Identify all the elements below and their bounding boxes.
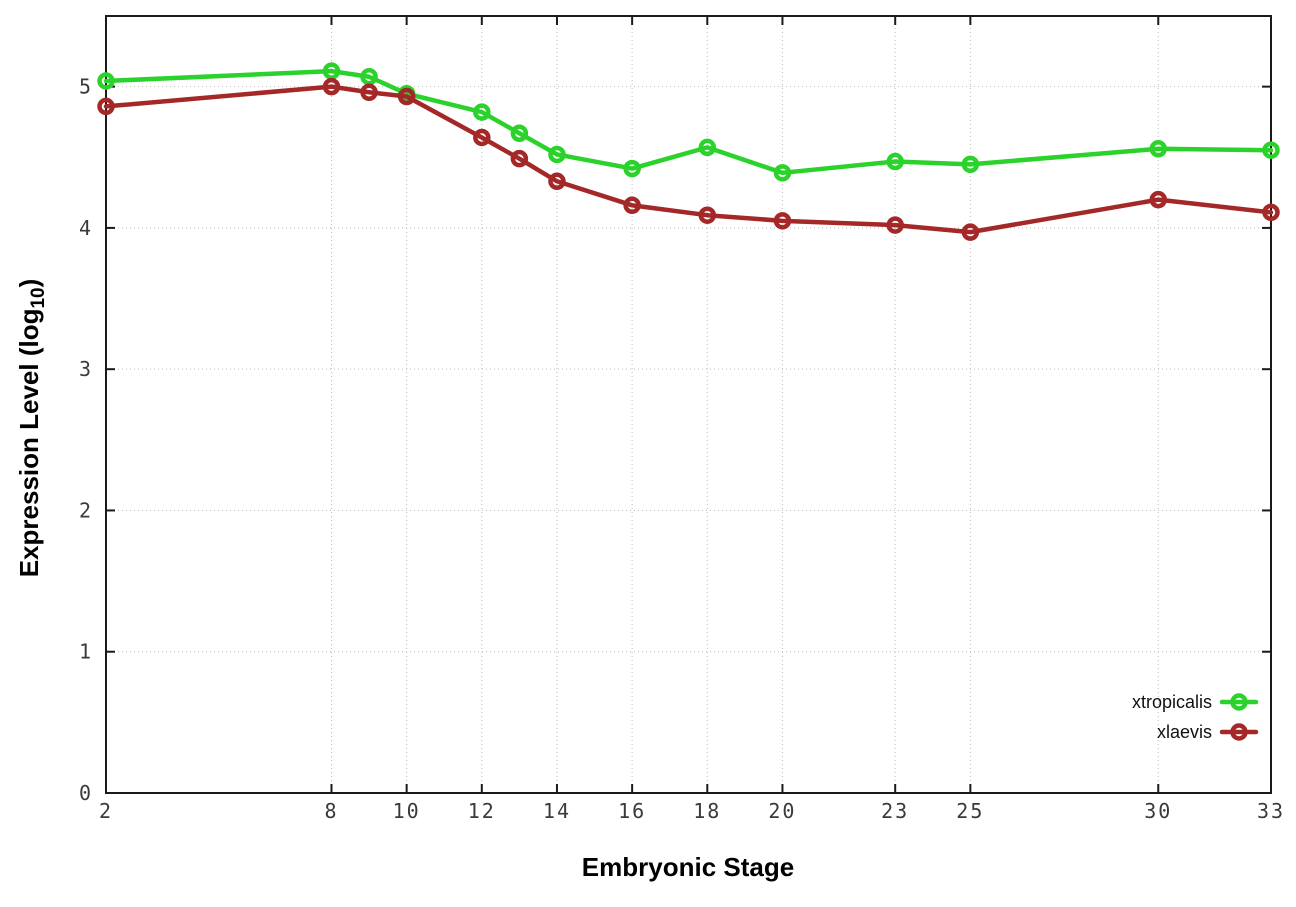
data-point-xlaevis <box>1149 190 1168 209</box>
x-tick-label: 10 <box>393 799 421 823</box>
data-point-xlaevis <box>97 97 115 116</box>
legend-marker-xlaevis <box>1230 723 1248 741</box>
data-point-xlaevis <box>698 206 717 224</box>
data-point-xlaevis <box>510 149 529 168</box>
data-point-xlaevis <box>360 83 378 102</box>
y-axis-title-subscript: 10 <box>28 287 49 308</box>
y-tick-label: 3 <box>79 357 93 381</box>
y-axis-title-main: Expression Level (log <box>14 309 44 578</box>
y-tick-label: 5 <box>79 75 93 99</box>
data-point-xtropicalis <box>1149 140 1168 158</box>
y-axis-title-end: ) <box>14 279 44 288</box>
x-tick-label: 25 <box>956 799 984 823</box>
y-tick-label: 0 <box>79 781 93 805</box>
data-point-xtropicalis <box>1262 141 1280 159</box>
data-point-xlaevis <box>473 128 491 147</box>
x-tick-label: 16 <box>618 799 646 823</box>
data-point-xtropicalis <box>360 67 378 86</box>
x-tick-label: 23 <box>881 799 909 823</box>
data-point-xlaevis <box>322 77 341 96</box>
y-tick-label: 1 <box>79 640 93 664</box>
y-axis-title: Expression Level (log10) <box>14 279 49 578</box>
x-tick-label: 33 <box>1257 799 1285 823</box>
data-point-xtropicalis <box>322 62 341 80</box>
legend-marker-xtropicalis <box>1230 693 1248 711</box>
x-tick-label: 8 <box>324 799 338 823</box>
x-tick-label: 14 <box>543 799 571 823</box>
data-point-xlaevis <box>397 87 416 106</box>
x-axis-title: Embryonic Stage <box>582 852 794 882</box>
data-point-xtropicalis <box>773 164 792 182</box>
data-point-xlaevis <box>548 172 566 191</box>
data-point-xtropicalis <box>698 138 717 157</box>
data-point-xlaevis <box>961 223 980 241</box>
series-line-xlaevis <box>103 84 1274 235</box>
data-point-xlaevis <box>886 216 904 234</box>
y-tick-label: 4 <box>79 216 93 240</box>
x-tick-label: 20 <box>768 799 796 823</box>
y-tick-label: 2 <box>79 498 93 522</box>
x-tick-label: 12 <box>468 799 496 823</box>
data-point-xlaevis <box>623 196 641 215</box>
x-tick-label: 18 <box>693 799 721 823</box>
data-point-xtropicalis <box>97 72 115 90</box>
plot-border <box>105 15 1272 794</box>
data-point-xlaevis <box>1262 203 1280 222</box>
x-tick-label: 30 <box>1144 799 1172 823</box>
data-point-xtropicalis <box>548 145 566 164</box>
legend-label-xtropicalis: xtropicalis <box>1132 692 1212 712</box>
data-point-xtropicalis <box>886 152 904 171</box>
data-point-xtropicalis <box>623 159 641 178</box>
series-line-xtropicalis <box>103 68 1274 176</box>
data-point-xtropicalis <box>510 124 529 143</box>
data-point-xlaevis <box>773 212 792 230</box>
legend-label-xlaevis: xlaevis <box>1157 722 1212 742</box>
x-tick-label: 2 <box>99 799 113 823</box>
data-point-xtropicalis <box>473 103 491 121</box>
data-point-xtropicalis <box>961 155 980 174</box>
